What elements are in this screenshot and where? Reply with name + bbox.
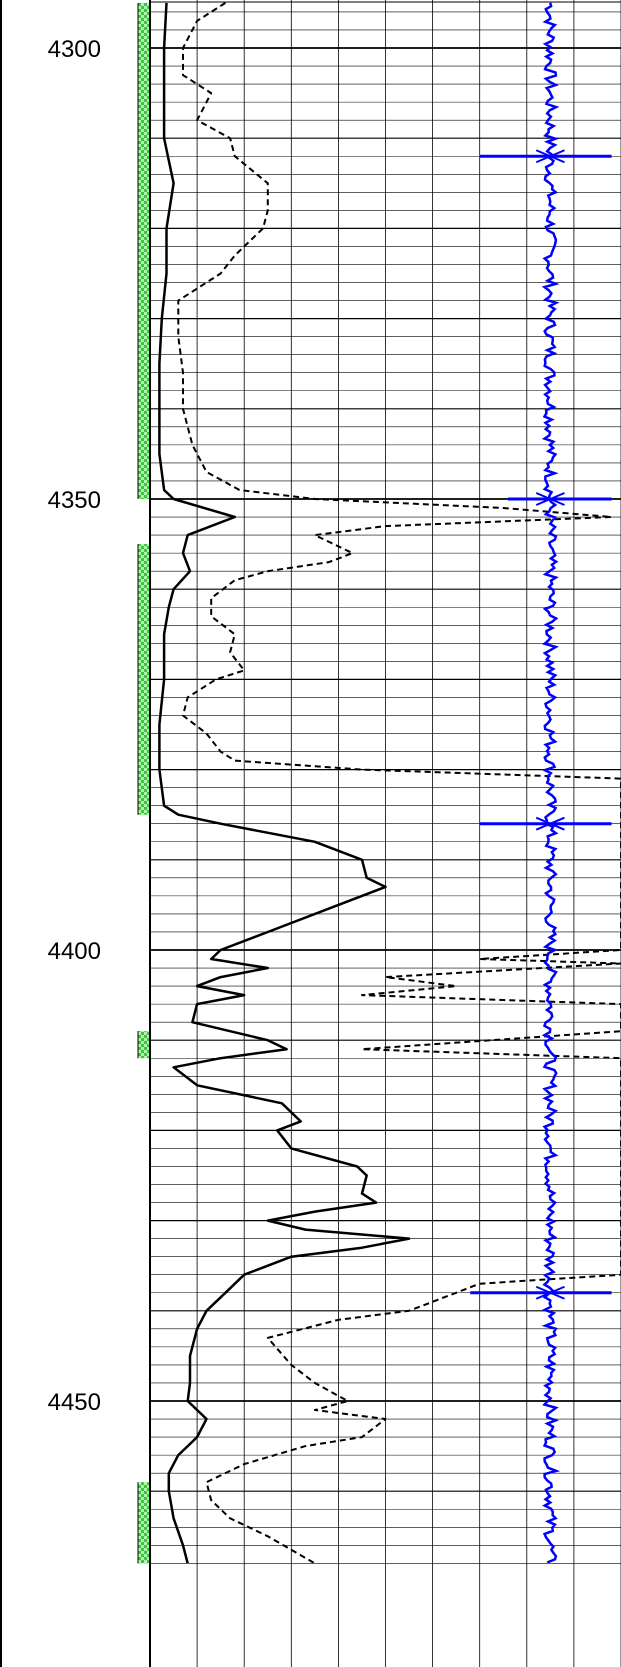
fill-interval (138, 2, 150, 500)
fill-interval (138, 544, 150, 815)
depth-labels: 4300 4350 4400 4450 (48, 36, 101, 1416)
blue-trace-spike-noise (535, 149, 565, 164)
grid (149, 0, 621, 1667)
depth-tick-label: 4350 (48, 487, 101, 514)
lithology-fill-track (137, 2, 150, 1564)
blue-log-trace (541, 2, 561, 1564)
blue-trace-spike-noise (535, 816, 565, 831)
depth-tick-label: 4300 (48, 36, 101, 63)
blue-trace-spike-noise (535, 1285, 565, 1300)
blue-trace-spike-noise (535, 492, 565, 506)
solid-log-curve (158, 2, 411, 1564)
depth-tick-label: 4450 (48, 1389, 101, 1416)
dashed-log-curve (177, 2, 621, 1565)
depth-tick-label: 4400 (48, 938, 101, 965)
fill-interval (138, 1031, 150, 1059)
log-curves (158, 2, 621, 1565)
fill-interval (138, 1482, 150, 1564)
